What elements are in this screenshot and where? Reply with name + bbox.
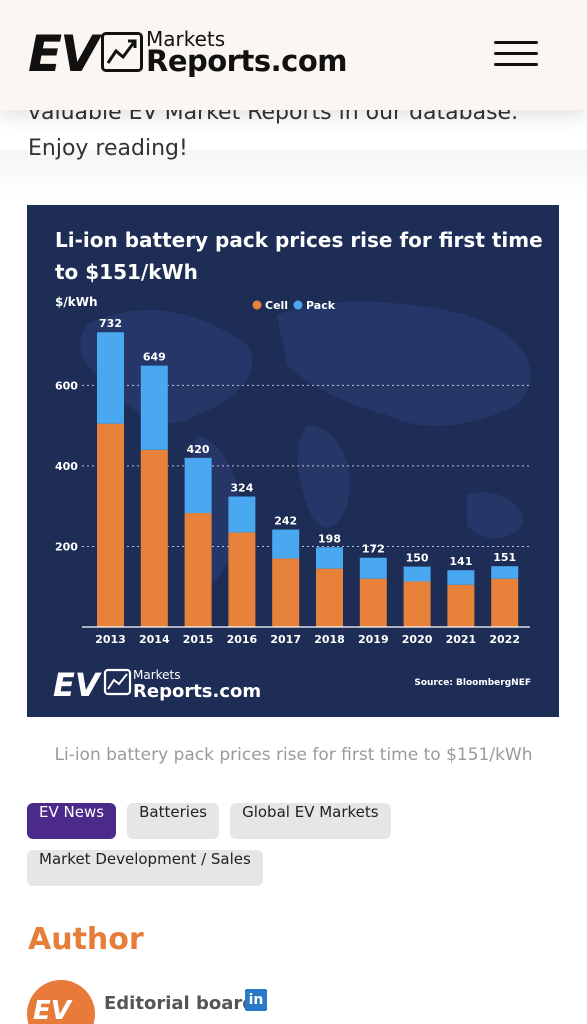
infographic-logo-reports: Reports.com [133, 681, 261, 702]
total-label-2014: 649 [143, 351, 166, 364]
avatar-text: EV [33, 996, 71, 1024]
total-label-2013: 732 [99, 317, 122, 330]
bar-pack-2022 [491, 566, 519, 579]
site-header: EV Markets Reports.com [0, 0, 587, 110]
x-tick-label-2019: 2019 [358, 633, 389, 646]
bar-cell-2018 [316, 568, 343, 627]
total-label-2015: 420 [187, 443, 210, 456]
bars: 732 2013 649 2014 420 2015 324 2016 242 2017 198 20… [95, 317, 520, 646]
source-note: Source: BloombergNEF [414, 678, 531, 688]
bar-cell-2015 [184, 513, 212, 627]
bar-cell-2017 [272, 558, 300, 627]
bar-pack-2015 [184, 457, 212, 514]
bar-cell-2013 [97, 423, 124, 627]
total-label-2017: 242 [274, 515, 297, 528]
logo-reports-text: Reports.com [146, 44, 347, 78]
bar-pack-2020 [403, 566, 431, 582]
infographic-logo-ev: EV [53, 666, 102, 704]
y-tick-label: 200 [55, 540, 78, 553]
infographic-title-line2: to $151/kWh [55, 260, 198, 284]
author-heading: Author [28, 922, 144, 957]
legend-cell-swatch [252, 300, 262, 310]
battery-price-infographic: Li-ion battery pack prices rise for firs… [27, 205, 559, 717]
total-label-2018: 198 [318, 532, 341, 545]
y-tick-label: 400 [55, 460, 78, 473]
total-label-2022: 151 [493, 551, 516, 564]
site-logo[interactable]: EV Markets Reports.com [28, 25, 347, 83]
x-tick-label-2013: 2013 [95, 633, 126, 646]
x-tick-label-2015: 2015 [183, 633, 214, 646]
total-label-2020: 150 [406, 552, 429, 565]
x-tick-label-2020: 2020 [402, 633, 433, 646]
total-label-2021: 141 [449, 555, 472, 568]
x-tick-label-2018: 2018 [314, 633, 345, 646]
bar-pack-2014 [140, 365, 168, 450]
bar-pack-2013 [97, 332, 124, 424]
bar-pack-2018 [316, 547, 343, 569]
y-axis-label: $/kWh [55, 295, 98, 309]
total-label-2016: 324 [230, 482, 253, 495]
bar-cell-2016 [228, 532, 256, 627]
avatar[interactable]: EV [27, 980, 95, 1024]
x-tick-label-2016: 2016 [227, 633, 258, 646]
tag-list: EV News Batteries Global EV Markets Mark… [27, 802, 567, 896]
image-caption: Li-ion battery pack prices rise for firs… [54, 745, 533, 765]
tag-ev-news[interactable]: EV News [27, 803, 117, 839]
x-tick-label-2021: 2021 [446, 633, 477, 646]
tag-market-development-sales[interactable]: Market Development / Sales [27, 850, 263, 886]
bar-cell-2020 [403, 581, 431, 627]
logo-ev-text: EV [28, 25, 99, 83]
author-name[interactable]: Editorial board [104, 993, 256, 1014]
infographic-title-line1: Li-ion battery pack prices rise for firs… [55, 228, 543, 252]
scroll-shadow [0, 150, 587, 200]
total-label-2019: 172 [362, 543, 385, 556]
hamburger-menu-icon[interactable] [494, 41, 540, 69]
bar-cell-2021 [447, 584, 475, 627]
infographic-chart-icon [103, 668, 132, 696]
bar-pack-2017 [272, 529, 300, 559]
bar-pack-2021 [447, 570, 475, 585]
bar-cell-2019 [359, 578, 387, 627]
tag-global-ev-markets[interactable]: Global EV Markets [230, 803, 391, 839]
x-tick-label-2014: 2014 [139, 633, 170, 646]
bar-cell-2014 [140, 449, 168, 627]
bar-pack-2019 [359, 557, 387, 579]
x-tick-label-2022: 2022 [489, 633, 520, 646]
gridlines: 200 400 600 [55, 379, 530, 553]
bar-chart: Li-ion battery pack prices rise for firs… [53, 228, 543, 704]
bar-pack-2016 [228, 496, 256, 533]
bar-cell-2022 [491, 578, 519, 627]
y-tick-label: 600 [55, 379, 78, 392]
linkedin-icon[interactable]: in [245, 989, 267, 1011]
legend-pack-swatch [293, 300, 303, 310]
x-tick-label-2017: 2017 [270, 633, 301, 646]
chart-trend-icon [101, 32, 143, 72]
legend-pack-label: Pack [306, 299, 336, 312]
tag-batteries[interactable]: Batteries [127, 803, 219, 839]
logo-markets-text: Markets [146, 27, 226, 51]
infographic-logo-markets: Markets [133, 668, 181, 682]
legend-cell-label: Cell [265, 299, 288, 312]
